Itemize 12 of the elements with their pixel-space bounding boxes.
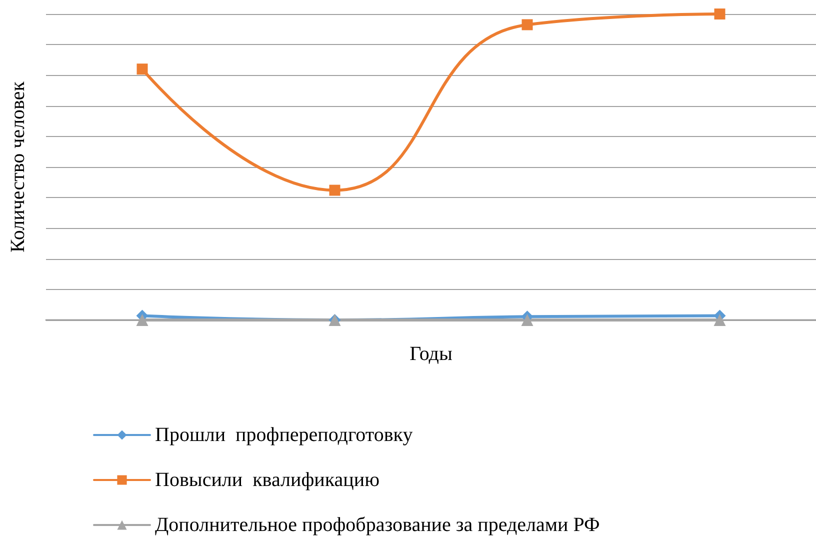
point [329,184,340,196]
legend-label: Прошли профпереподготовку [155,424,413,446]
point [136,314,148,326]
point [522,19,533,30]
legend-label: Повысили квалификацию [155,469,380,491]
x-axis-title: Годы [410,343,452,365]
legend-label: Дополнительное профобразование за пределами РФ [155,514,600,536]
point [136,64,148,75]
point [521,314,534,326]
point [714,314,726,326]
point [714,8,726,20]
y-axis-title: Количество человек [7,81,29,252]
